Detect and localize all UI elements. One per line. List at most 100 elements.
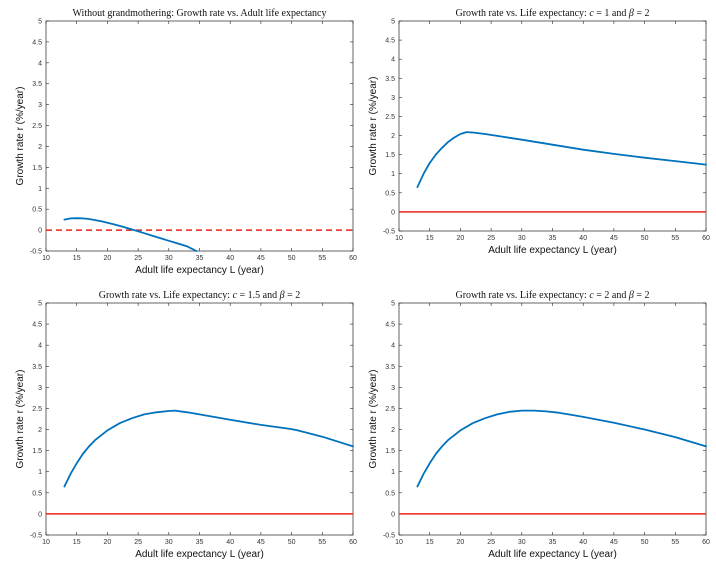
title-text: Growth rate vs. Life expectancy: [456, 8, 590, 19]
y-tick-label: 4 [38, 60, 42, 67]
title-text: = 2 and [594, 290, 629, 301]
x-tick-label: 10 [395, 539, 403, 546]
growth-rate-line [416, 131, 707, 189]
y-tick-label: 0.5 [385, 190, 395, 197]
title-text: = 2 [634, 8, 650, 19]
x-tick-label: 45 [610, 539, 618, 546]
x-tick-label: 55 [318, 255, 326, 262]
x-tick-label: 45 [257, 539, 265, 546]
x-tick-label: 50 [641, 235, 649, 242]
x-tick-label: 35 [549, 235, 557, 242]
chart-panel-3: 10 15 20 25 30 35 40 45 50 55 60-0.500.511.522.533… [15, 290, 357, 560]
x-tick-label: 15 [426, 539, 434, 546]
x-tick-label: 30 [165, 539, 173, 546]
x-tick-label: 50 [288, 255, 296, 262]
y-tick-label: 5 [391, 19, 395, 26]
y-tick-label: 2 [38, 144, 42, 151]
y-tick-label: -0.5 [383, 229, 395, 236]
y-tick-label: -0.5 [30, 249, 42, 256]
x-tick-label: 60 [349, 255, 357, 262]
x-axis-label: Adult life expectancy L (year) [135, 265, 264, 276]
title-math-symbol: β [628, 8, 634, 19]
y-tick-label: 3 [38, 102, 42, 109]
growth-rate-line [63, 217, 198, 252]
y-tick-label: 4.5 [32, 322, 42, 329]
y-tick-label: 2 [38, 427, 42, 434]
x-tick-label: 30 [165, 255, 173, 262]
growth-rate-line [416, 409, 707, 488]
y-axis-label: Growth rate r (%/year) [368, 370, 379, 469]
y-tick-label: 0 [38, 228, 42, 235]
x-tick-label: 25 [134, 255, 142, 262]
chart-panel-4: 10 15 20 25 30 35 40 45 50 55 60-0.500.511.522.533… [368, 290, 710, 560]
x-tick-label: 15 [426, 235, 434, 242]
y-tick-label: 4 [391, 57, 395, 64]
y-tick-label: 1 [391, 171, 395, 178]
axis-box [45, 302, 354, 536]
y-axis-label: Growth rate r (%/year) [15, 87, 26, 186]
y-tick-label: 3.5 [32, 364, 42, 371]
title-text: = 1 and [594, 8, 629, 19]
x-tick-label: 45 [610, 235, 618, 242]
axis-box [45, 20, 354, 252]
x-tick-label: 10 [42, 255, 50, 262]
y-tick-label: 3 [38, 385, 42, 392]
x-tick-label: 20 [457, 235, 465, 242]
title-math-symbol: c [589, 8, 594, 19]
x-tick-label: 25 [487, 235, 495, 242]
title-math-symbol: c [233, 290, 238, 301]
chart-title: Growth rate vs. Life expectancy: c = 1 a… [456, 8, 650, 19]
y-tick-label: 3.5 [385, 76, 395, 83]
x-tick-label: 20 [104, 255, 112, 262]
y-tick-label: 2.5 [32, 123, 42, 130]
x-tick-label: 30 [518, 539, 526, 546]
y-axis-label: Growth rate r (%/year) [368, 77, 379, 176]
x-tick-label: 40 [579, 539, 587, 546]
y-tick-label: 4.5 [32, 39, 42, 46]
x-tick-label: 45 [257, 255, 265, 262]
y-tick-label: 4 [391, 343, 395, 350]
y-tick-label: 3 [391, 385, 395, 392]
y-tick-label: 5 [38, 301, 42, 308]
x-tick-label: 10 [42, 539, 50, 546]
y-tick-label: 3 [391, 95, 395, 102]
x-tick-label: 60 [702, 235, 710, 242]
y-tick-label: 2 [391, 133, 395, 140]
x-tick-label: 60 [349, 539, 357, 546]
x-tick-label: 55 [318, 539, 326, 546]
y-axis-label: Growth rate r (%/year) [15, 370, 26, 469]
x-tick-label: 20 [457, 539, 465, 546]
title-text: Growth rate vs. Life expectancy: [99, 290, 233, 301]
y-tick-label: -0.5 [30, 533, 42, 540]
x-tick-label: 50 [288, 539, 296, 546]
y-tick-label: 0.5 [32, 207, 42, 214]
y-tick-label: 2 [391, 427, 395, 434]
y-tick-label: 4 [38, 343, 42, 350]
x-tick-label: 30 [518, 235, 526, 242]
title-math-symbol: c [589, 290, 594, 301]
y-tick-label: 1.5 [32, 165, 42, 172]
y-tick-label: 5 [38, 19, 42, 26]
x-tick-label: 15 [73, 539, 81, 546]
y-tick-label: 2.5 [385, 406, 395, 413]
chart-panel-2: 10 15 20 25 30 35 40 45 50 55 60-0.500.511.522.533… [368, 8, 710, 256]
x-tick-label: 35 [196, 255, 204, 262]
y-tick-label: 1 [38, 186, 42, 193]
chart-title: Without grandmothering: Growth rate vs. … [73, 8, 327, 19]
y-tick-label: 1 [391, 469, 395, 476]
y-tick-label: 4.5 [385, 38, 395, 45]
y-tick-label: 4.5 [385, 322, 395, 329]
x-tick-label: 55 [671, 539, 679, 546]
y-tick-label: 3.5 [32, 81, 42, 88]
x-tick-label: 60 [702, 539, 710, 546]
x-tick-label: 25 [487, 539, 495, 546]
y-tick-label: 1.5 [385, 152, 395, 159]
chart-title: Growth rate vs. Life expectancy: c = 2 a… [456, 290, 650, 301]
x-tick-label: 55 [671, 235, 679, 242]
x-tick-label: 15 [73, 255, 81, 262]
title-text: = 1.5 and [237, 290, 280, 301]
x-axis-label: Adult life expectancy L (year) [135, 549, 264, 560]
y-tick-label: 2.5 [385, 114, 395, 121]
x-tick-label: 40 [226, 539, 234, 546]
